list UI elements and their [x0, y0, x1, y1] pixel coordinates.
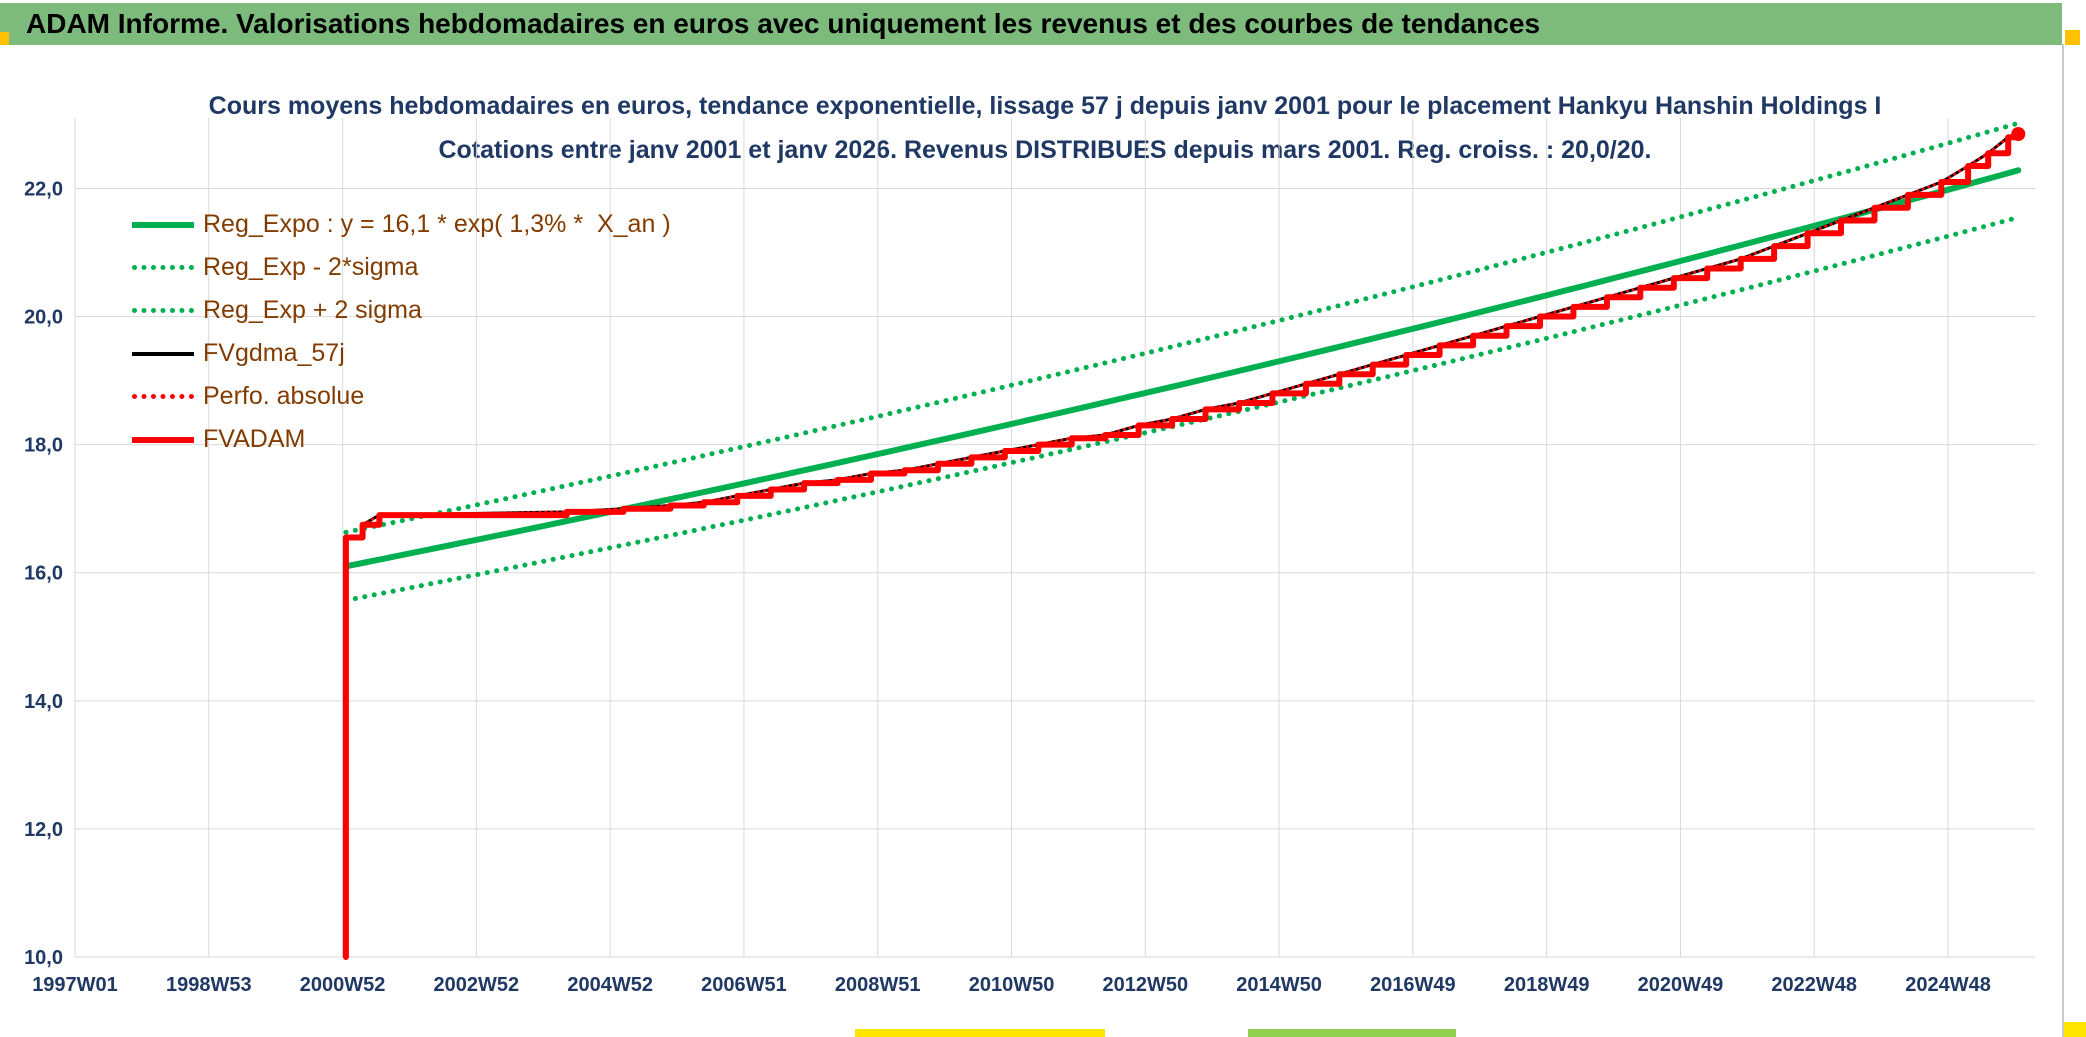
x-tick-label: 1998W53	[166, 974, 252, 996]
series-reg-exp-2-sigma	[343, 120, 2021, 535]
x-tick-label: 2002W52	[434, 974, 520, 996]
legend-label: FVgdma_57j	[203, 339, 345, 367]
x-tick-label: 2014W50	[1236, 974, 1322, 996]
x-tick-label: 2008W51	[835, 974, 921, 996]
x-tick-label: 2012W50	[1102, 974, 1188, 996]
series-fvadam	[342, 131, 2022, 960]
x-tick-label: 2016W49	[1370, 974, 1456, 996]
y-tick-label: 14,0	[24, 691, 63, 713]
series-reg-exp-2-sigma	[343, 214, 2021, 603]
chart-title-line1: Cours moyens hebdomadaires en euros, ten…	[208, 92, 1882, 120]
x-tick-label: 2018W49	[1504, 974, 1590, 996]
x-tick-label: 1997W01	[32, 974, 118, 996]
x-tick-label: 2024W48	[1905, 974, 1991, 996]
series-end-dot-fvadam	[2011, 127, 2026, 142]
legend-item-reg-exp-2-sigma: Reg_Exp - 2*sigma	[132, 246, 671, 289]
accent-right-bottom	[2062, 1022, 2086, 1037]
legend-label: Reg_Exp - 2*sigma	[203, 253, 419, 281]
chart-title: Cours moyens hebdomadaires en euros, ten…	[120, 84, 1970, 172]
legend-item-reg-exp-2-sigma: Reg_Exp + 2 sigma	[132, 289, 671, 332]
legend-line-sample	[132, 308, 194, 313]
accent-right-top	[2065, 30, 2080, 45]
chart-title-line2: Cotations entre janv 2001 et janv 2026. …	[438, 136, 1652, 164]
legend-line-sample	[132, 265, 194, 270]
legend-line-sample	[132, 351, 194, 356]
header-bar: ADAM Informe. Valorisations hebdomadaire…	[0, 3, 2062, 45]
y-tick-label: 20,0	[24, 307, 63, 329]
accent-left-top	[0, 32, 9, 45]
y-tick-label: 18,0	[24, 435, 63, 457]
header-title: ADAM Informe. Valorisations hebdomadaire…	[26, 8, 1541, 39]
legend-label: FVADAM	[203, 425, 306, 453]
legend-line-sample	[132, 221, 194, 228]
x-tick-label: 2020W49	[1638, 974, 1724, 996]
legend-label: Perfo. absolue	[203, 382, 365, 410]
legend-line-sample	[132, 394, 194, 399]
x-tick-label: 2010W50	[969, 974, 1055, 996]
series-perfo-absolue	[361, 132, 2020, 527]
legend-item-perfo-absolue: Perfo. absolue	[132, 375, 671, 418]
legend: Reg_Expo : y = 16,1 * exp( 1,3% * X_an )…	[132, 203, 671, 461]
y-tick-label: 16,0	[24, 563, 63, 585]
y-tick-label: 10,0	[24, 947, 63, 969]
chart-right-border	[2062, 44, 2064, 1037]
accent-strip-green	[1248, 1029, 1456, 1037]
legend-item-reg-expo-y-16-1-exp-1-3-x-an: Reg_Expo : y = 16,1 * exp( 1,3% * X_an )	[132, 203, 671, 246]
legend-item-fvadam: FVADAM	[132, 418, 671, 461]
legend-label: Reg_Expo : y = 16,1 * exp( 1,3% * X_an )	[203, 210, 671, 238]
y-tick-label: 12,0	[24, 819, 63, 841]
legend-item-fvgdma-57j: FVgdma_57j	[132, 332, 671, 375]
x-tick-label: 2006W51	[701, 974, 787, 996]
x-tick-label: 2000W52	[300, 974, 386, 996]
legend-line-sample	[132, 436, 194, 443]
x-tick-label: 2022W48	[1771, 974, 1857, 996]
accent-strip-yellow	[855, 1029, 1105, 1037]
legend-label: Reg_Exp + 2 sigma	[203, 296, 422, 324]
y-tick-label: 22,0	[24, 178, 63, 200]
x-tick-label: 2004W52	[567, 974, 653, 996]
